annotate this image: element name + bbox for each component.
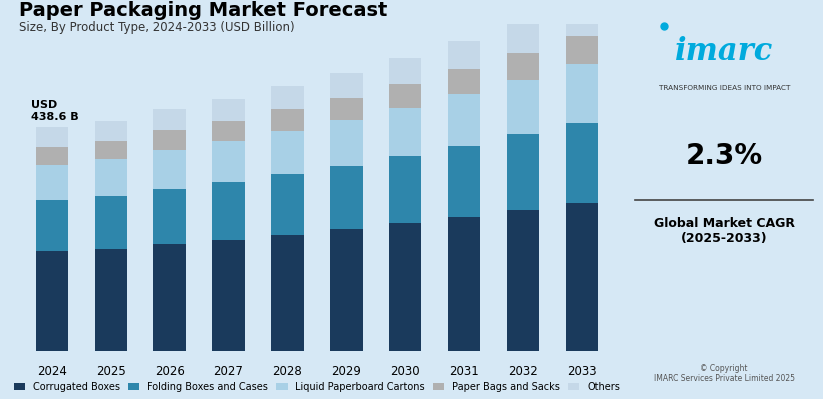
Text: 2025: 2025 xyxy=(95,365,126,378)
Legend: Corrugated Boxes, Folding Boxes and Cases, Liquid Paperboard Cartons, Paper Bags: Corrugated Boxes, Folding Boxes and Case… xyxy=(13,382,621,392)
Bar xyxy=(565,203,598,351)
Text: 2027: 2027 xyxy=(213,365,244,378)
Bar xyxy=(153,130,186,150)
Text: TRANSFORMING IDEAS INTO IMPACT: TRANSFORMING IDEAS INTO IMPACT xyxy=(658,85,790,91)
Bar xyxy=(212,182,244,240)
Bar xyxy=(35,164,68,200)
Bar xyxy=(95,160,127,196)
Text: Size, By Product Type, 2024-2033 (USD Billion): Size, By Product Type, 2024-2033 (USD Bi… xyxy=(20,21,295,34)
Bar xyxy=(507,80,539,134)
Bar xyxy=(330,120,362,166)
Bar xyxy=(153,244,186,351)
Text: 2029: 2029 xyxy=(332,365,361,378)
Text: 2031: 2031 xyxy=(449,365,479,378)
Bar xyxy=(565,5,598,36)
Text: 2.3%: 2.3% xyxy=(686,142,763,170)
Bar xyxy=(212,99,244,120)
Bar xyxy=(507,134,539,210)
Bar xyxy=(35,200,68,251)
Text: 2026: 2026 xyxy=(155,365,184,378)
Bar xyxy=(330,166,362,229)
Bar xyxy=(35,147,68,164)
Text: Global Market CAGR
(2025-2033): Global Market CAGR (2025-2033) xyxy=(653,217,795,245)
Bar xyxy=(507,210,539,351)
Bar xyxy=(272,86,304,109)
Bar xyxy=(330,73,362,97)
Text: 2024: 2024 xyxy=(37,365,67,378)
Text: © Copyright
IMARC Services Private Limited 2025: © Copyright IMARC Services Private Limit… xyxy=(653,363,795,383)
Bar xyxy=(565,122,598,203)
Bar xyxy=(330,229,362,351)
Text: 2032: 2032 xyxy=(508,365,538,378)
Bar xyxy=(153,189,186,244)
Bar xyxy=(95,196,127,249)
Bar xyxy=(95,141,127,160)
Text: USD
438.6 B: USD 438.6 B xyxy=(31,100,79,122)
Bar xyxy=(507,24,539,53)
Bar xyxy=(448,217,481,351)
Bar xyxy=(272,109,304,131)
Bar xyxy=(212,141,244,182)
Bar xyxy=(389,58,421,84)
Bar xyxy=(95,121,127,141)
Text: 2028: 2028 xyxy=(272,365,302,378)
Bar xyxy=(389,156,421,223)
Bar xyxy=(330,98,362,120)
Bar xyxy=(389,108,421,156)
Bar xyxy=(153,150,186,189)
Text: 2030: 2030 xyxy=(390,365,420,378)
Bar xyxy=(448,95,481,146)
Text: Paper Packaging Market Forecast: Paper Packaging Market Forecast xyxy=(20,1,388,20)
Text: 2033: 2033 xyxy=(567,365,597,378)
Bar xyxy=(35,127,68,147)
Text: imarc: imarc xyxy=(675,36,774,67)
Bar xyxy=(389,84,421,108)
Bar xyxy=(389,223,421,351)
Bar xyxy=(212,240,244,351)
Bar xyxy=(448,69,481,95)
Bar xyxy=(448,146,481,217)
Bar xyxy=(153,109,186,130)
Bar xyxy=(507,53,539,80)
Bar xyxy=(272,174,304,235)
Bar xyxy=(95,249,127,351)
Bar xyxy=(212,120,244,141)
Bar xyxy=(565,64,598,122)
Bar xyxy=(272,131,304,174)
Bar xyxy=(272,235,304,351)
Bar xyxy=(35,251,68,351)
Bar xyxy=(448,41,481,69)
Bar xyxy=(565,36,598,64)
